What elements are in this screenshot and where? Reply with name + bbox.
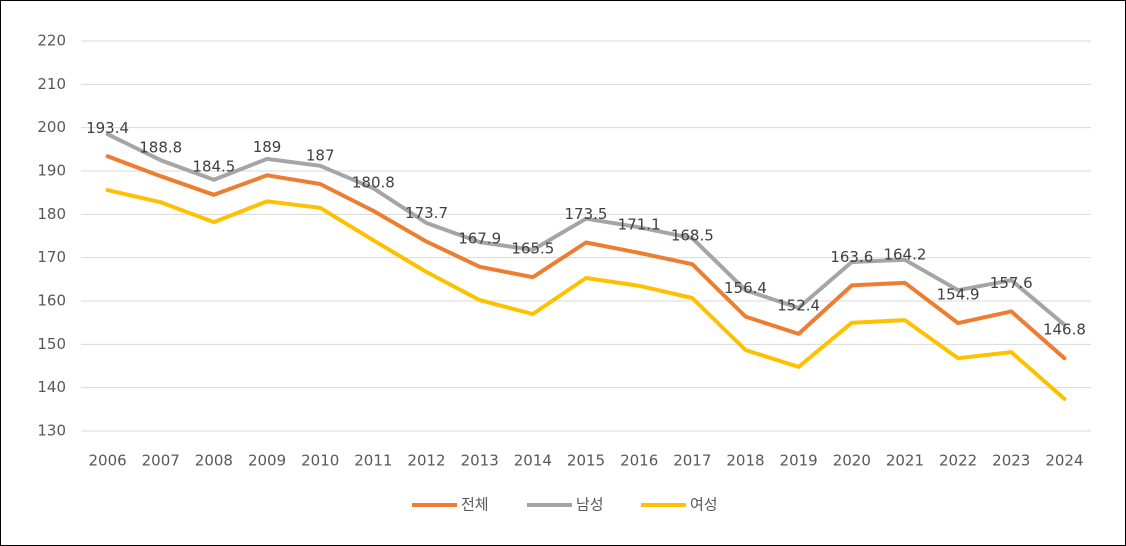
x-tick-label: 2008 bbox=[195, 452, 233, 470]
x-tick-label: 2017 bbox=[673, 452, 711, 470]
y-tick-label: 210 bbox=[37, 75, 66, 93]
y-tick-label: 160 bbox=[37, 292, 66, 310]
data-label: 173.5 bbox=[565, 205, 608, 223]
data-label: 167.9 bbox=[458, 229, 501, 247]
x-tick-label: 2023 bbox=[992, 452, 1030, 470]
data-label: 146.8 bbox=[1043, 321, 1086, 339]
y-tick-label: 220 bbox=[37, 32, 66, 50]
series-line bbox=[105, 132, 1067, 327]
y-tick-label: 200 bbox=[37, 118, 66, 136]
data-label: 180.8 bbox=[352, 173, 395, 191]
data-label: 164.2 bbox=[883, 245, 926, 263]
data-label: 165.5 bbox=[511, 240, 554, 258]
x-tick-label: 2019 bbox=[780, 452, 818, 470]
data-label: 163.6 bbox=[830, 248, 873, 266]
x-tick-label: 2014 bbox=[514, 452, 552, 470]
data-label: 157.6 bbox=[990, 274, 1033, 292]
x-tick-label: 2018 bbox=[726, 452, 764, 470]
data-label: 187 bbox=[306, 147, 335, 165]
x-tick-label: 2007 bbox=[142, 452, 180, 470]
data-label: 189 bbox=[253, 138, 282, 156]
x-tick-label: 2022 bbox=[939, 452, 977, 470]
series-line bbox=[105, 188, 1067, 401]
x-tick-label: 2015 bbox=[567, 452, 605, 470]
legend-label: 전체 bbox=[461, 496, 489, 514]
data-label: 184.5 bbox=[192, 157, 235, 175]
x-tick-label: 2011 bbox=[354, 452, 392, 470]
data-label: 171.1 bbox=[618, 215, 661, 233]
x-tick-label: 2013 bbox=[461, 452, 499, 470]
data-label: 173.7 bbox=[405, 204, 448, 222]
legend-label: 남성 bbox=[576, 496, 604, 514]
data-label: 156.4 bbox=[724, 279, 767, 297]
x-tick-label: 2024 bbox=[1045, 452, 1083, 470]
y-tick-label: 180 bbox=[37, 205, 66, 223]
x-tick-label: 2010 bbox=[301, 452, 339, 470]
data-label: 152.4 bbox=[777, 296, 820, 314]
y-tick-label: 130 bbox=[37, 422, 66, 440]
series-line bbox=[105, 154, 1067, 361]
x-tick-label: 2006 bbox=[88, 452, 126, 470]
x-tick-label: 2012 bbox=[407, 452, 445, 470]
y-tick-label: 140 bbox=[37, 378, 66, 396]
x-tick-label: 2021 bbox=[886, 452, 924, 470]
x-tick-label: 2009 bbox=[248, 452, 286, 470]
y-tick-label: 150 bbox=[37, 335, 66, 353]
data-label: 193.4 bbox=[86, 119, 129, 137]
y-tick-label: 190 bbox=[37, 162, 66, 180]
x-tick-label: 2016 bbox=[620, 452, 658, 470]
x-tick-label: 2020 bbox=[833, 452, 871, 470]
y-tick-label: 170 bbox=[37, 248, 66, 266]
data-label: 188.8 bbox=[139, 139, 182, 157]
data-label: 154.9 bbox=[937, 286, 980, 304]
data-label: 168.5 bbox=[671, 227, 714, 245]
legend-label: 여성 bbox=[690, 496, 718, 514]
